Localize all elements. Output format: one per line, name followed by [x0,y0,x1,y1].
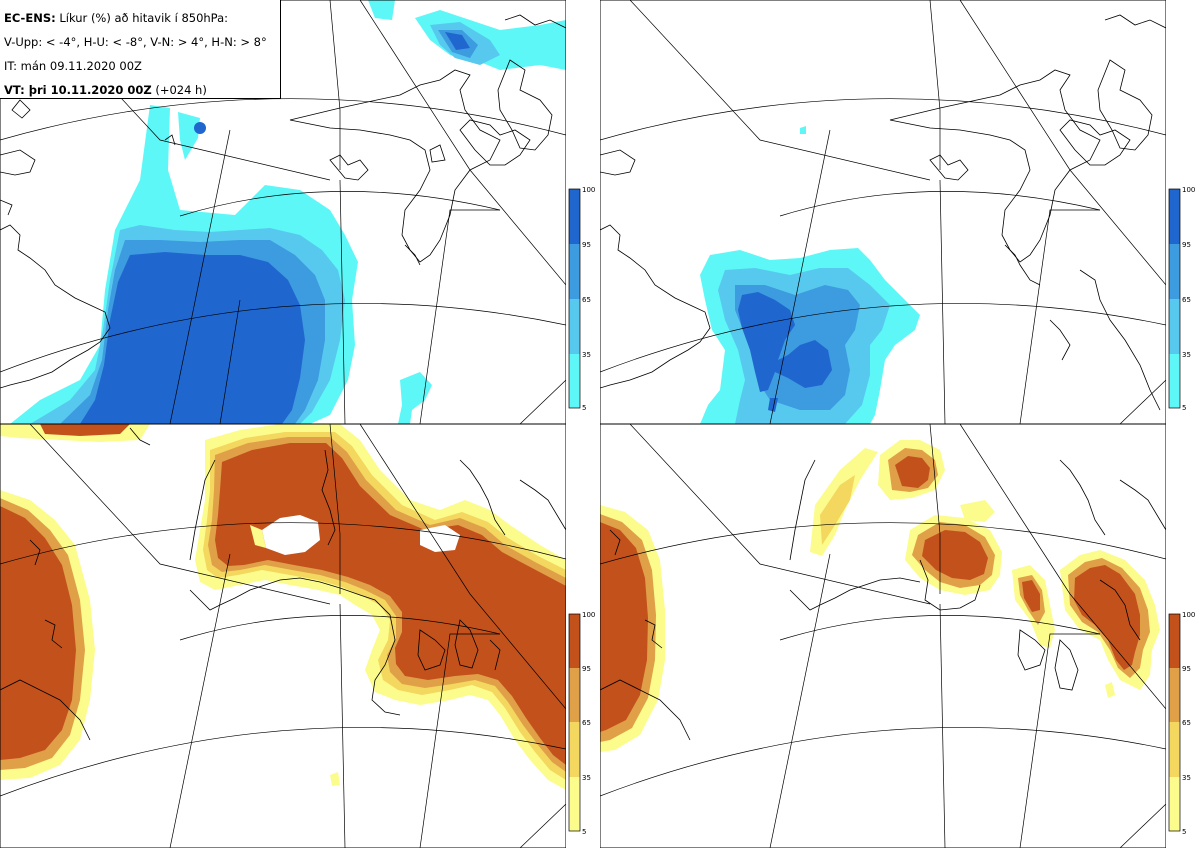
probability-field-warm-br [600,440,1160,752]
colorbar-tick: 65 [1182,719,1191,727]
colorbar-cold-left: 100 95 65 35 5 [568,186,595,412]
graticule-bl [0,424,566,848]
panel-bottom-right-map [600,424,1166,848]
graticule-br [600,424,1166,848]
threshold-legend: V-Upp: < -4°, H-U: < -8°, V-N: > 4°, H-N… [4,35,267,49]
colorbar-tick: 65 [582,296,591,304]
colorbar-tick: 35 [582,774,591,782]
colorbar-warm-left: 100 95 65 35 5 [568,611,595,836]
colorbar-warm-right: 100 95 65 35 5 [1168,611,1195,836]
colorbar-tick: 5 [1182,404,1186,412]
probability-field-cold-tl [10,0,566,424]
colorbar-tick: 100 [582,186,595,194]
colorbar-cold-right: 100 95 65 35 5 [1168,186,1195,412]
lead-time: (+024 h) [155,83,207,97]
variable-description: Líkur (%) að hitavik í 850hPa: [59,11,229,25]
colorbar-tick: 95 [582,665,591,673]
info-line-title: EC-ENS: Líkur (%) að hitavik í 850hPa: [4,6,280,30]
coastlines-bl [0,427,566,741]
valid-time: VT: þri 10.11.2020 00Z [4,83,152,97]
info-line-valid: VT: þri 10.11.2020 00Z (+024 h) [4,78,280,102]
colorbar-tick: 35 [582,351,591,359]
colorbar-tick: 65 [1182,296,1191,304]
colorbar-tick: 5 [582,404,586,412]
colorbar-tick: 95 [582,241,591,249]
probability-field-warm-bl [0,424,566,790]
coastlines-tr [600,14,1166,411]
colorbar-tick: 95 [1182,241,1191,249]
probability-field-cold-tr [700,126,920,424]
initial-time: IT: mán 09.11.2020 00Z [4,59,142,73]
colorbar-tick: 35 [1182,774,1191,782]
colorbar-tick: 95 [1182,665,1191,673]
panel-top-right-map [600,0,1166,424]
panel-top-left-map [0,0,566,424]
graticule-tr [600,0,1166,424]
colorbar-tick: 100 [1182,611,1195,619]
coastlines-tl [0,14,566,389]
panel-bottom-left-map [0,424,566,848]
model-name: EC-ENS: [4,11,56,25]
colorbar-tick: 35 [1182,351,1191,359]
colorbar-tick: 5 [1182,828,1186,836]
colorbar-tick: 100 [1182,186,1195,194]
graticule-tl [0,0,566,424]
forecast-info-box: EC-ENS: Líkur (%) að hitavik í 850hPa: V… [0,0,281,99]
colorbar-tick: 100 [582,611,595,619]
colorbar-tick: 65 [582,719,591,727]
colorbar-tick: 5 [582,828,586,836]
